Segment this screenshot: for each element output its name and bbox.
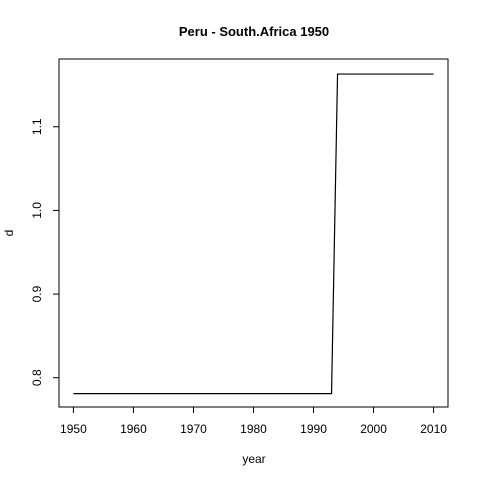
y-tick-label: 0.8 [30, 369, 44, 386]
y-tick-label: 1.0 [30, 202, 44, 219]
x-tick-label: 1960 [120, 422, 147, 436]
y-axis: 0.8 0.9 1.0 1.1 [30, 118, 59, 386]
x-tick-label: 1970 [180, 422, 207, 436]
series-group [73, 73, 434, 395]
y-tick-label: 1.1 [30, 118, 44, 135]
x-tick-label: 2000 [360, 422, 387, 436]
chart-title: Peru - South.Africa 1950 [179, 24, 329, 39]
series-line [73, 73, 434, 395]
y-tick-label: 0.9 [30, 285, 44, 302]
x-tick-label: 2010 [420, 422, 447, 436]
y-axis-label: d [2, 230, 16, 237]
x-tick-label: 1950 [60, 422, 87, 436]
x-axis-label: year [242, 452, 265, 466]
x-tick-label: 1990 [300, 422, 327, 436]
x-axis: 1950 1960 1970 1980 1990 2000 2010 [60, 407, 447, 436]
x-tick-label: 1980 [240, 422, 267, 436]
